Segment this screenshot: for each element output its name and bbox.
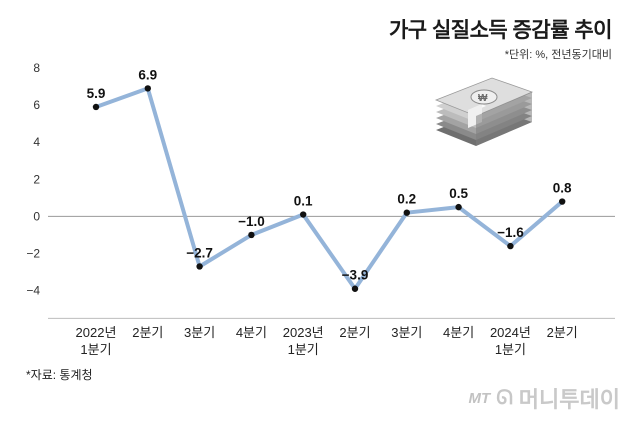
y-tick-label: 8 (33, 61, 40, 75)
data-label: 5.9 (87, 86, 106, 101)
brand-logo: MT ᘏ 머니투데이 (469, 382, 620, 414)
data-point (92, 103, 100, 111)
x-tick-label: 3분기 (184, 325, 215, 340)
y-tick-label: −4 (26, 284, 40, 298)
y-tick-label: 2 (33, 172, 40, 186)
data-point (403, 209, 410, 216)
data-label: 0.1 (294, 194, 313, 209)
x-tick-label: 2024년 1분기 (490, 325, 531, 357)
data-point (559, 198, 566, 205)
data-label: 0.5 (449, 186, 468, 201)
unit-note: *단위: %, 전년동기대비 (504, 49, 612, 61)
data-point (144, 85, 151, 92)
data-label: 0.2 (397, 192, 416, 207)
data-label: −1.6 (497, 225, 524, 240)
data-point (300, 211, 307, 218)
data-labels: 5.9 6.9 −2.7 −1.0 0.1 −3.9 0.2 0.5 −1.6 0.8 (87, 67, 572, 282)
data-label: −2.7 (186, 245, 213, 260)
data-label: −3.9 (342, 268, 369, 283)
data-points (92, 85, 566, 292)
y-tick-label: 4 (33, 135, 40, 149)
data-label: −1.0 (238, 214, 265, 229)
series-line (94, 86, 565, 291)
x-tick-label: 4분기 (236, 325, 267, 340)
x-tick-label: 2022년 1분기 (76, 325, 117, 357)
chart-title: 가구 실질소득 증감률 추이 (388, 19, 613, 42)
x-axis: 2022년 1분기 2분기 3분기 4분기 2023년 1분기 2분기 3분기 4분기 2024년 1… (76, 325, 578, 357)
data-point (248, 231, 255, 239)
brand-mt: MT (468, 389, 491, 407)
y-tick-label: 0 (33, 209, 40, 223)
x-tick-label: 3분기 (391, 325, 422, 340)
x-tick-label: 2분기 (339, 325, 370, 340)
data-label: 6.9 (138, 67, 157, 82)
brand-swirl-icon: ᘏ (496, 386, 513, 409)
source-note: *자료: 통계청 (26, 368, 93, 382)
data-label: 0.8 (553, 181, 572, 196)
x-tick-label: 2023년 1분기 (283, 325, 324, 357)
data-point (351, 285, 359, 292)
y-axis: 8 6 4 2 0 −2 −4 (26, 61, 40, 298)
x-tick-label: 4분기 (443, 325, 474, 340)
data-point (507, 242, 514, 250)
money-stack-icon: ₩ (434, 77, 534, 146)
brand-name: 머니투데이 (518, 387, 620, 412)
x-tick-label: 2분기 (547, 325, 578, 340)
x-tick-label: 2분기 (132, 325, 163, 340)
data-point (196, 263, 203, 270)
y-tick-label: −2 (26, 247, 40, 261)
y-tick-label: 6 (33, 98, 40, 112)
svg-text:₩: ₩ (478, 93, 488, 104)
data-point (455, 203, 462, 211)
